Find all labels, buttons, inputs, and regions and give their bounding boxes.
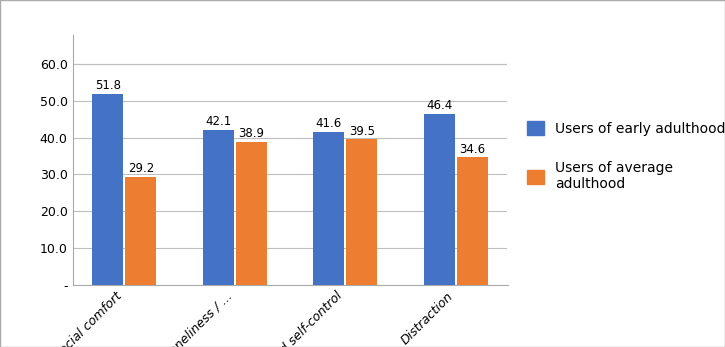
Bar <box>236 142 267 285</box>
Text: 51.8: 51.8 <box>95 79 121 92</box>
Text: 39.5: 39.5 <box>349 125 375 137</box>
Bar <box>203 130 233 285</box>
Legend: Users of early adulthood, Users of average
adulthood: Users of early adulthood, Users of avera… <box>522 116 725 197</box>
Text: 41.6: 41.6 <box>315 117 341 130</box>
Text: 34.6: 34.6 <box>459 143 485 155</box>
Bar <box>313 132 344 285</box>
Bar <box>423 114 455 285</box>
Bar <box>457 158 488 285</box>
Text: 38.9: 38.9 <box>239 127 265 140</box>
Bar <box>347 139 377 285</box>
Text: 29.2: 29.2 <box>128 162 154 176</box>
Bar <box>92 94 123 285</box>
Text: 46.4: 46.4 <box>426 99 452 112</box>
Bar <box>125 177 157 285</box>
Text: 42.1: 42.1 <box>205 115 231 128</box>
